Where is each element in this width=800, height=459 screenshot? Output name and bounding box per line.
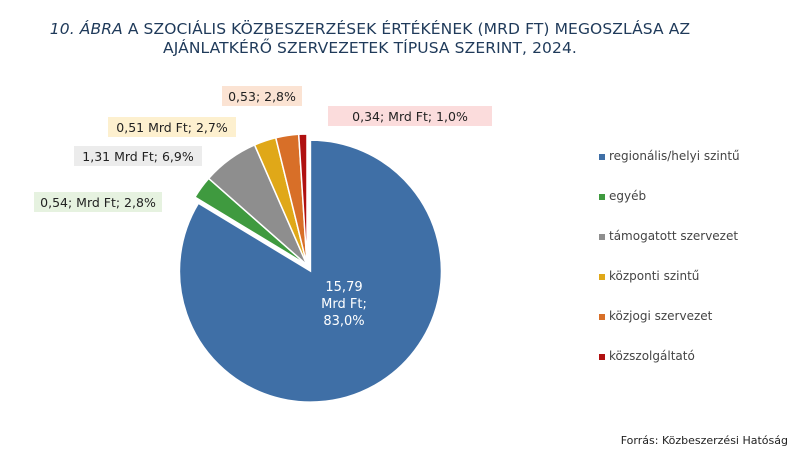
legend-swatch-egyeb [599, 194, 605, 200]
data-label-regionalis-line-3: 83,0% [323, 314, 364, 329]
pie-slice-regionalis-helyi-szintu [178, 139, 443, 403]
legend-label-kozjogi-szervezet: közjogi szervezet [609, 309, 713, 323]
data-label-bg-kozponti-szintu [108, 117, 236, 137]
pie-slices [178, 133, 443, 403]
data-labels: 15,79 Mrd Ft; 83,0% 0,54; Mrd Ft; 2,8% 1,31 … [34, 86, 492, 329]
legend: regionális/helyi szintű egyéb támogatott s… [599, 149, 740, 363]
legend-label-kozponti-szintu: központi szintű [609, 269, 699, 283]
data-label-regionalis-line-1: 15,79 [325, 280, 362, 295]
legend-swatch-kozjogi-szervezet [599, 314, 605, 320]
legend-label-tamogatott-szervezet: támogatott szervezet [609, 229, 738, 243]
legend-swatch-kozponti-szintu [599, 274, 605, 280]
data-label-bg-kozszolgaltato [328, 106, 492, 126]
data-label-egyeb: 0,54; Mrd Ft; 2,8% [40, 195, 156, 210]
source-note: Forrás: Közbeszerzési Hatóság [620, 434, 788, 447]
data-label-regionalis-line-2: Mrd Ft; [321, 297, 367, 312]
data-label-kozszolgaltato: 0,34; Mrd Ft; 1,0% [352, 109, 468, 124]
chart-title: 10. ÁBRA A SZOCIÁLIS KÖZBESZERZÉSEK ÉRTÉ… [40, 20, 700, 58]
data-label-kozjogi-szervezet: 0,53; 2,8% [228, 89, 296, 104]
legend-label-egyeb: egyéb [609, 189, 646, 203]
data-label-bg-tamogatott-szervezet [74, 146, 202, 166]
legend-swatch-kozszolgaltato [599, 354, 605, 360]
data-label-bg-kozjogi-szervezet [222, 86, 302, 106]
legend-label-regionalis-helyi-szintu: regionális/helyi szintű [609, 149, 740, 163]
data-label-tamogatott-szervezet: 1,31 Mrd Ft; 6,9% [82, 149, 194, 164]
legend-swatch-regionalis-helyi-szintu [599, 154, 605, 160]
legend-label-kozszolgaltato: közszolgáltató [609, 349, 695, 363]
legend-swatch-tamogatott-szervezet [599, 234, 605, 240]
data-label-kozponti-szintu: 0,51 Mrd Ft; 2,7% [116, 120, 228, 135]
data-label-bg-egyeb [34, 192, 162, 212]
figure-reference: 10. ÁBRA [49, 20, 123, 38]
pie-slice-kozszolgaltato [297, 133, 308, 266]
title-text: A SZOCIÁLIS KÖZBESZERZÉSEK ÉRTÉKÉNEK (MR… [122, 20, 691, 57]
